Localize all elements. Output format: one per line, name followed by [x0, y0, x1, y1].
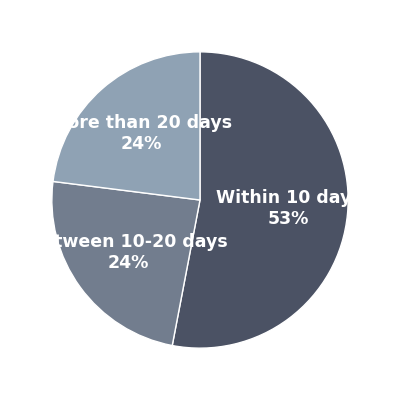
Wedge shape — [53, 52, 200, 200]
Text: Within 10 days
53%: Within 10 days 53% — [216, 189, 361, 228]
Wedge shape — [172, 52, 348, 348]
Wedge shape — [52, 182, 200, 346]
Text: Between 10-20 days
24%: Between 10-20 days 24% — [29, 233, 228, 272]
Text: More than 20 days
24%: More than 20 days 24% — [50, 114, 232, 153]
